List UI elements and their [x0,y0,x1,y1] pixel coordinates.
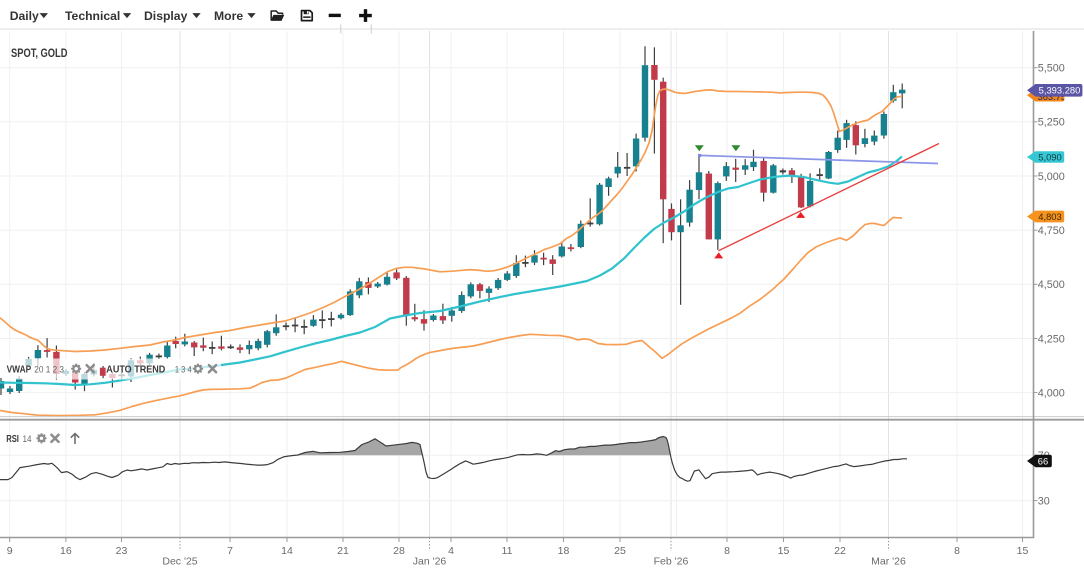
svg-text:Dec '25: Dec '25 [162,556,197,567]
svg-text:15: 15 [1017,545,1029,557]
svg-text:21: 21 [337,545,349,557]
svg-text:8: 8 [954,545,960,557]
svg-text:5,500: 5,500 [1038,63,1065,75]
svg-text:18: 18 [558,545,570,557]
svg-text:Technical: Technical [65,9,120,23]
svg-text:23: 23 [116,545,128,557]
svg-text:VWAP: VWAP [7,365,32,376]
svg-text:14: 14 [23,434,33,445]
svg-text:4,750: 4,750 [1038,225,1065,237]
svg-text:5,363.750: 5,363.750 [1030,92,1071,102]
svg-text:7: 7 [227,545,233,557]
svg-text:8: 8 [724,545,730,557]
svg-text:25: 25 [614,545,626,557]
svg-text:4: 4 [448,545,454,557]
svg-text:RSI: RSI [6,434,19,445]
svg-text:4,250: 4,250 [1038,333,1065,345]
svg-text:Jan '26: Jan '26 [413,556,447,567]
svg-text:28: 28 [393,545,405,557]
svg-text:9: 9 [7,545,13,557]
svg-text:Display: Display [144,9,188,23]
svg-text:SPOT, GOLD: SPOT, GOLD [11,48,68,60]
svg-text:4,803: 4,803 [1038,211,1061,222]
svg-text:Daily: Daily [10,9,39,23]
svg-text:20 1 2 3: 20 1 2 3 [34,365,64,375]
svg-text:5,250: 5,250 [1038,117,1065,129]
svg-text:5,393.280: 5,393.280 [1039,85,1081,96]
svg-text:4,000: 4,000 [1038,388,1065,400]
svg-text:14: 14 [281,545,293,557]
svg-text:5,090: 5,090 [1038,151,1061,162]
svg-text:15: 15 [778,545,790,557]
svg-text:4,500: 4,500 [1038,279,1065,291]
svg-text:16: 16 [60,545,72,557]
svg-text:66: 66 [1038,455,1048,466]
svg-text:11: 11 [502,545,513,557]
svg-text:5,000: 5,000 [1038,171,1065,183]
svg-text:More: More [214,9,243,23]
svg-text:Feb '26: Feb '26 [654,556,689,567]
svg-text:AUTO TREND: AUTO TREND [106,365,165,376]
svg-text:1 3 4: 1 3 4 [175,365,192,375]
svg-text:30: 30 [1038,496,1050,508]
svg-text:22: 22 [834,545,846,557]
svg-text:Mar '26: Mar '26 [871,556,906,567]
